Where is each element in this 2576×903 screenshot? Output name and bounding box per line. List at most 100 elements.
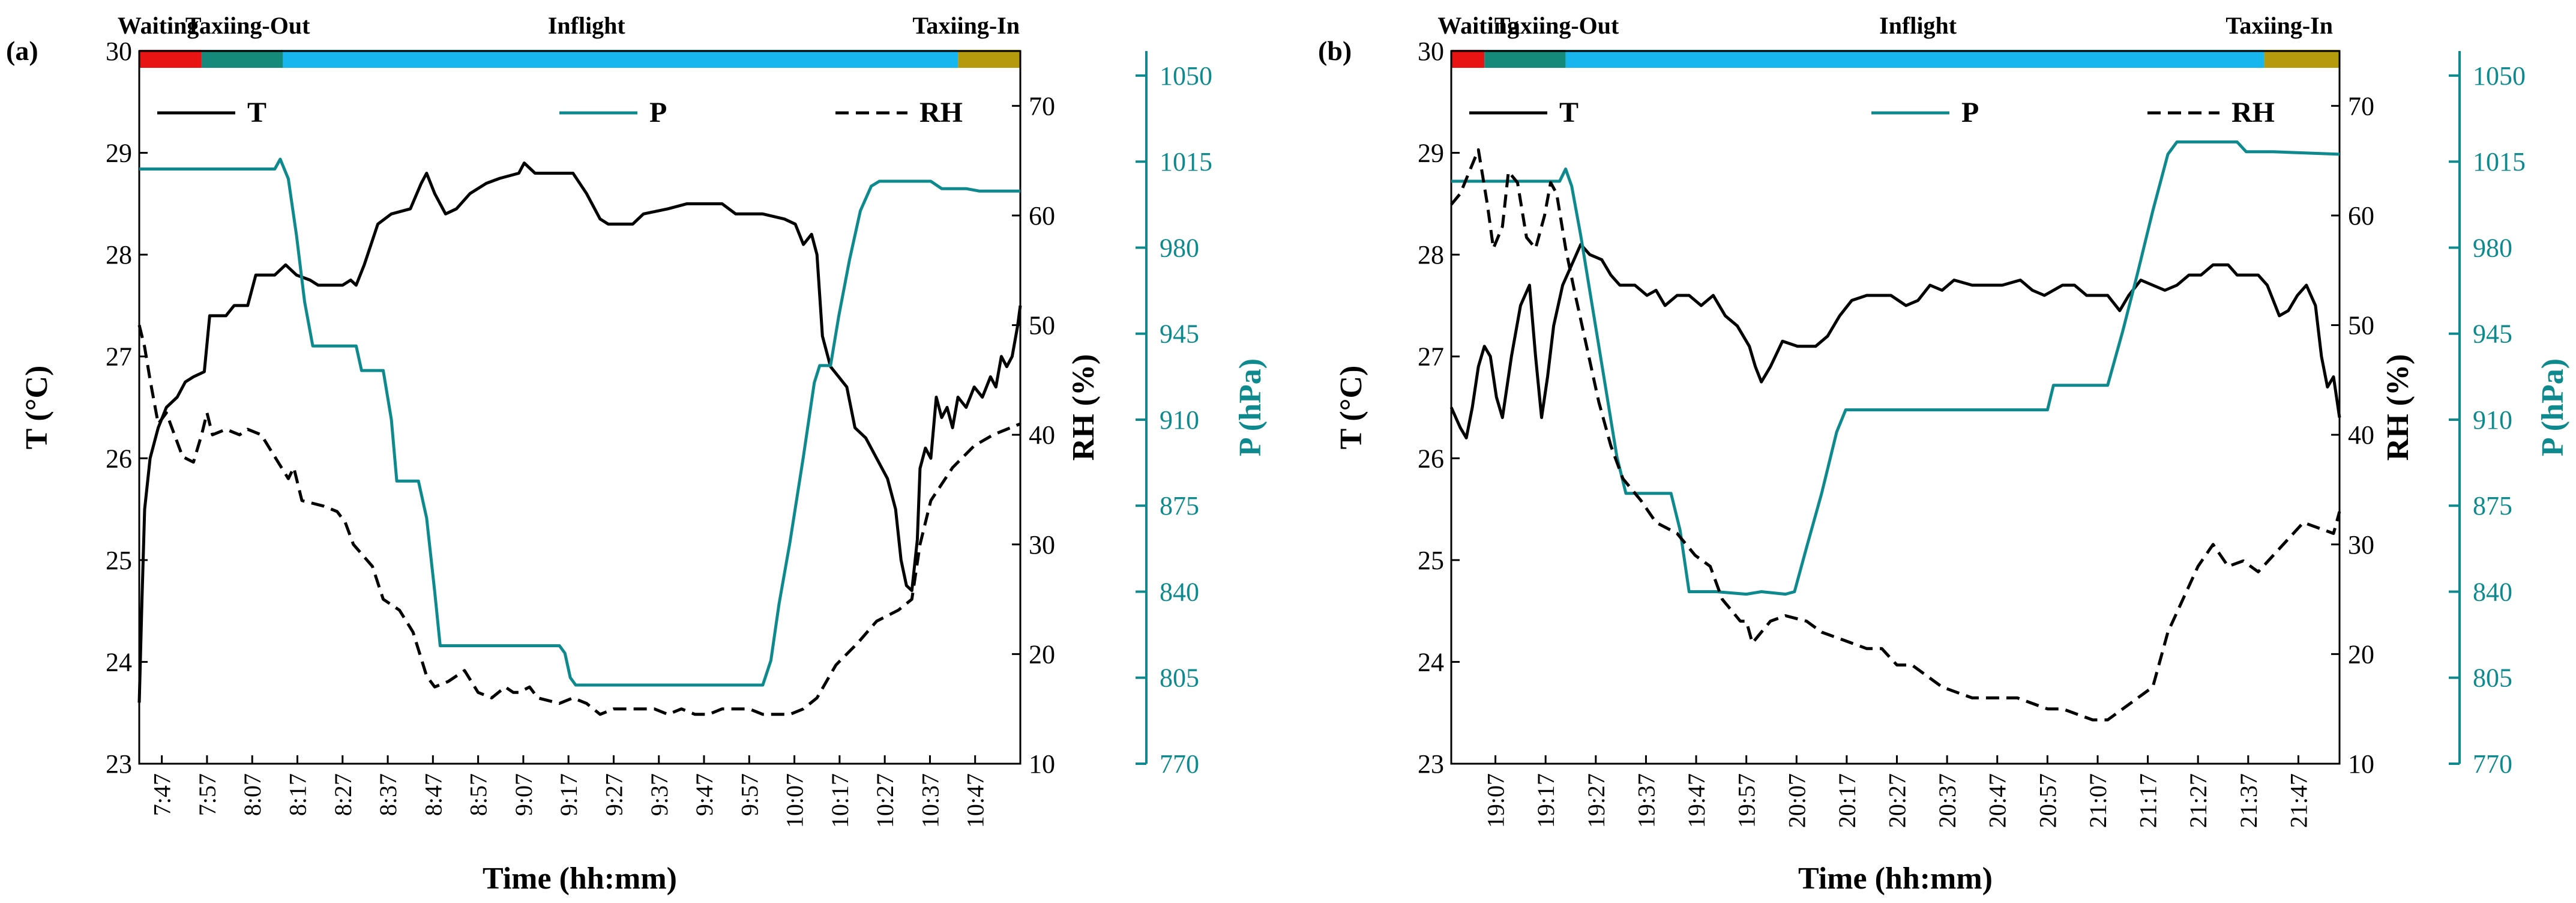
time-tick-label: 10:07 (781, 773, 808, 828)
RH-axis-label: RH (%) (2381, 354, 2415, 461)
time-tick-label: 9:47 (691, 773, 718, 816)
RH-tick-label: 10 (1029, 749, 1055, 779)
series-line-P (1451, 140, 2340, 596)
phase-label: Taxiing-In (2225, 12, 2333, 39)
phase-bar-inflight (1565, 50, 2265, 68)
T-tick-label: 30 (1418, 37, 1444, 66)
P-tick-label: 945 (2473, 319, 2512, 349)
P-tick-label: 1050 (1160, 61, 1212, 91)
time-tick-label: 10:47 (962, 773, 989, 828)
T-axis-label: T (°C) (1334, 366, 1368, 450)
P-tick-label: 875 (2473, 491, 2512, 521)
series-line-RH (1450, 148, 2341, 722)
P-tick-label: 945 (1160, 319, 1199, 349)
RH-tick-label: 40 (2348, 420, 2374, 450)
T-tick-label: 25 (106, 546, 132, 575)
phase-label: Taxiing-Out (185, 12, 310, 39)
series-line-P (139, 157, 1020, 687)
P-tick-label: 770 (2473, 749, 2512, 779)
phase-label: Inflight (548, 12, 626, 39)
time-tick-label: 20:17 (1834, 773, 1861, 828)
RH-tick-label: 30 (1029, 530, 1055, 560)
P-tick-label: 980 (2473, 233, 2512, 262)
phase-label: Waiting (118, 12, 199, 39)
T-tick-label: 23 (106, 749, 132, 779)
series-line-RH (137, 324, 1021, 716)
T-tick-label: 25 (1418, 546, 1444, 575)
time-tick-label: 8:47 (420, 773, 447, 816)
P-axis-label: P (hPa) (2536, 358, 2570, 456)
time-tick-label: 19:37 (1633, 773, 1660, 828)
time-tick-label: 9:17 (555, 773, 582, 816)
time-tick-label: 20:27 (1884, 773, 1911, 828)
time-tick-label: 7:57 (194, 773, 221, 816)
time-tick-label: 19:47 (1683, 773, 1710, 828)
RH-tick-label: 70 (2348, 91, 2374, 121)
P-tick-label: 910 (2473, 405, 2512, 435)
time-tick-label: 9:07 (510, 773, 537, 816)
phase-bar-taxi_in (2264, 50, 2340, 68)
T-tick-label: 26 (106, 444, 132, 473)
phase-bar-taxi_out (1484, 50, 1566, 68)
RH-tick-label: 70 (1029, 91, 1055, 121)
P-tick-label: 840 (2473, 577, 2512, 606)
time-tick-label: 21:07 (2084, 773, 2111, 828)
time-tick-label: 9:57 (736, 773, 763, 816)
T-tick-label: 29 (1418, 139, 1444, 168)
time-tick-label: 21:37 (2235, 773, 2262, 828)
RH-tick-label: 30 (2348, 530, 2374, 560)
T-tick-label: 28 (1418, 240, 1444, 270)
T-tick-label: 24 (1418, 647, 1444, 677)
P-tick-label: 980 (1160, 233, 1199, 262)
phase-bar-taxi_out (201, 50, 283, 68)
P-tick-label: 1050 (2473, 61, 2526, 91)
phase-bar-waiting (1451, 50, 1485, 68)
time-tick-label: 10:27 (871, 773, 898, 828)
P-tick-label: 805 (2473, 663, 2512, 693)
time-tick-label: 20:47 (1984, 773, 2011, 828)
time-tick-label: 21:47 (2285, 773, 2312, 828)
time-tick-label: 8:17 (284, 773, 311, 816)
RH-axis-label: RH (%) (1067, 354, 1101, 461)
time-tick-label: 9:37 (646, 773, 673, 816)
time-tick-label: 21:17 (2135, 773, 2162, 828)
time-tick-label: 10:17 (826, 773, 853, 828)
time-tick-label: 8:27 (330, 773, 357, 816)
phase-label: Taxiing-Out (1494, 12, 1619, 39)
legend-label-RH: RH (919, 97, 963, 128)
x-axis-label: Time (hh:mm) (483, 862, 677, 896)
P-tick-label: 1015 (2473, 147, 2526, 177)
T-tick-label: 29 (106, 139, 132, 168)
phase-bar-inflight (283, 50, 958, 68)
phase-label: Inflight (1879, 12, 1957, 39)
P-tick-label: 840 (1160, 577, 1199, 606)
T-tick-label: 27 (106, 342, 132, 372)
phase-label: Taxiing-In (912, 12, 1020, 39)
legend-label-T: T (1559, 97, 1578, 128)
time-tick-label: 20:57 (2034, 773, 2061, 828)
time-tick-label: 8:37 (375, 773, 402, 816)
T-tick-label: 26 (1418, 444, 1444, 473)
time-tick-label: 19:17 (1532, 773, 1559, 828)
time-tick-label: 20:07 (1783, 773, 1810, 828)
phase-label: Waiting (1437, 12, 1519, 39)
T-tick-label: 28 (106, 240, 132, 270)
T-tick-label: 23 (1418, 749, 1444, 779)
legend-label-RH: RH (2231, 97, 2275, 128)
series-line-T (137, 162, 1022, 703)
RH-tick-label: 60 (1029, 201, 1055, 231)
plot-frame (1450, 50, 2341, 765)
time-tick-label: 21:27 (2185, 773, 2212, 828)
P-axis-label: P (hPa) (1233, 358, 1268, 456)
RH-tick-label: 50 (2348, 311, 2374, 340)
phase-bar-taxi_in (958, 50, 1020, 68)
plot-frame (138, 50, 1022, 765)
time-tick-label: 19:27 (1583, 773, 1610, 828)
panel-label: (a) (6, 35, 38, 66)
P-tick-label: 805 (1160, 663, 1199, 693)
time-tick-label: 20:37 (1934, 773, 1961, 828)
time-tick-label: 7:47 (149, 773, 176, 816)
